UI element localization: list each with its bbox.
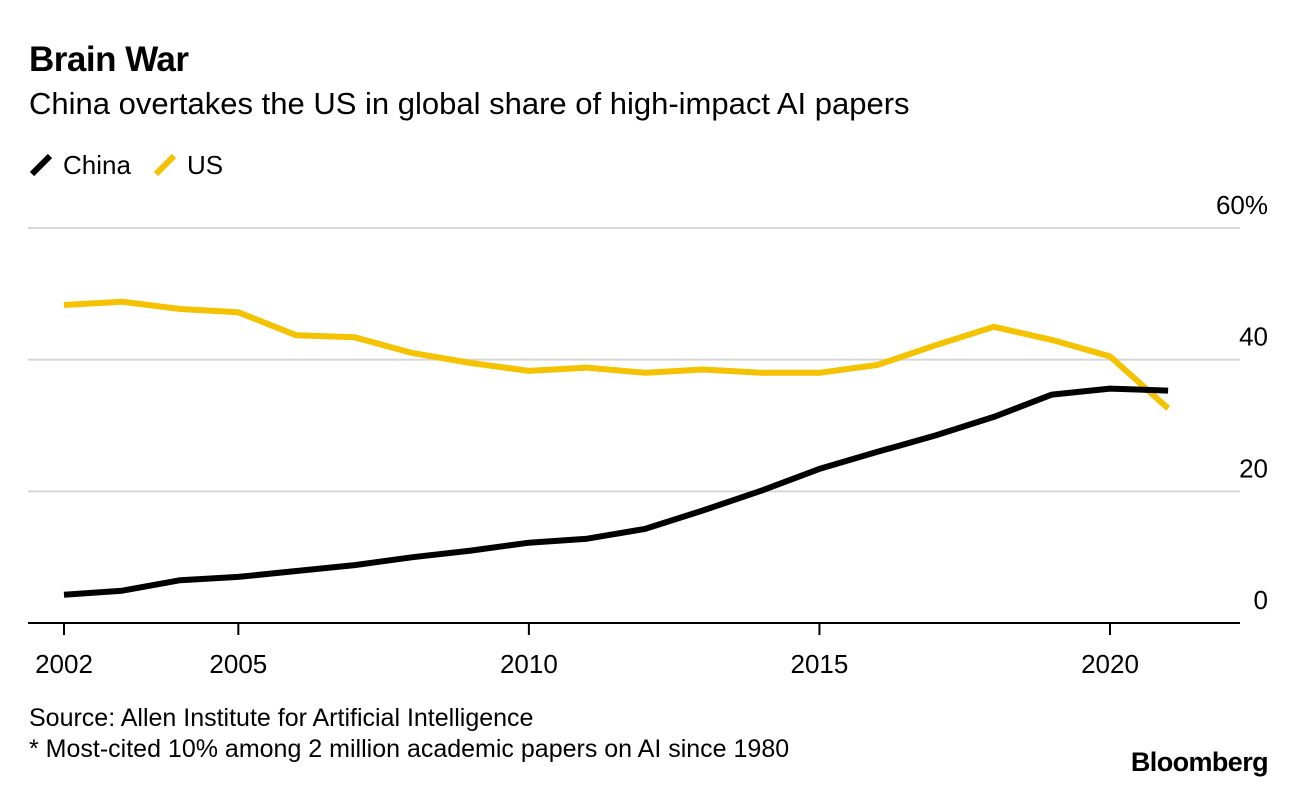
y-tick-label-40: 40 <box>1239 322 1268 352</box>
source-note: Source: Allen Institute for Artificial I… <box>29 704 534 732</box>
y-tick-label-20: 20 <box>1239 453 1268 483</box>
y-tick-label-0: 0 <box>1254 585 1268 615</box>
x-tick-label-2010: 2010 <box>500 649 558 679</box>
x-tick-label-2002: 2002 <box>35 649 93 679</box>
legend-label-us: US <box>186 149 224 180</box>
x-tick-label-2005: 2005 <box>209 649 267 679</box>
legend-swatch-us <box>153 153 177 177</box>
x-tick-label-2020: 2020 <box>1081 649 1139 679</box>
series-line-china <box>63 385 1169 598</box>
legend-swatch-china <box>29 153 53 177</box>
series-line-us <box>63 298 1171 411</box>
chart-title: Brain War <box>29 40 189 79</box>
legend-item-us: US <box>153 150 223 181</box>
chart-subtitle: China overtakes the US in global share o… <box>29 86 910 121</box>
legend-item-china: China <box>29 150 131 181</box>
x-tick-label-2015: 2015 <box>791 649 849 679</box>
y-tick-label-60: 60% <box>1216 190 1268 220</box>
bloomberg-logo: Bloomberg <box>1130 747 1269 777</box>
legend: China US <box>29 148 245 182</box>
footnote: * Most-cited 10% among 2 million academi… <box>29 735 790 763</box>
legend-label-china: China <box>63 149 131 180</box>
